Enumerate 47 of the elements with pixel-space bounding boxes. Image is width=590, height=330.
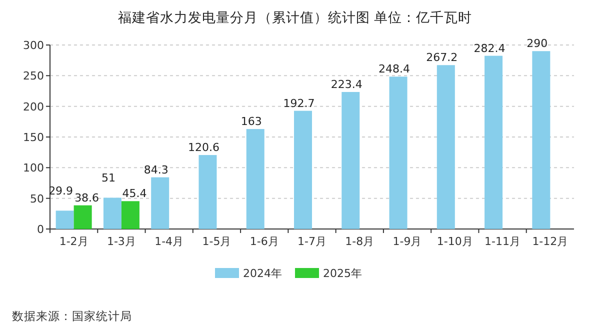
bar [294,110,312,229]
data-label: 290 [526,37,548,50]
y-tick-label: 300 [23,39,44,52]
chart-title: 福建省水力发电量分月（累计值）统计图 单位：亿千瓦时 [118,10,472,26]
x-tick-label: 1-3月 [106,235,136,248]
data-label: 51 [101,172,116,185]
data-label: 267.2 [426,51,458,64]
bar [436,65,455,229]
bar [342,92,360,229]
bar [246,129,264,229]
x-tick-label: 1-12月 [532,235,568,248]
x-tick-label: 1-4月 [154,235,184,248]
data-label: 223.4 [330,78,362,91]
x-tick-label: 1-5月 [202,235,232,248]
bar [121,201,140,229]
data-label: 45.4 [122,187,147,200]
y-tick-label: 250 [23,70,44,83]
bar [389,76,408,229]
x-tick-label: 1-11月 [484,235,521,248]
bar [151,177,170,229]
bar [56,210,74,229]
x-tick-label: 1-2月 [59,235,88,248]
bar [198,155,217,229]
y-tick-label: 50 [30,192,44,206]
data-label: 84.3 [144,163,168,176]
data-label: 248.4 [378,62,410,76]
data-label: 282.4 [474,42,506,55]
legend-label: 2024年 [243,267,282,280]
x-tick-label: 1-6月 [250,235,279,248]
x-tick-label: 1-9月 [392,235,422,248]
y-tick-label: 100 [23,162,44,175]
data-label: 192.7 [283,96,315,110]
source-note: 数据来源：国家统计局 [12,309,132,323]
x-tick-label: 1-10月 [436,235,473,248]
data-label: 120.6 [188,141,220,154]
bar [103,198,122,229]
y-tick-label: 200 [23,100,44,114]
x-tick-label: 1-7月 [298,235,326,248]
bar [532,51,550,229]
y-tick-label: 150 [23,131,44,144]
bar [484,56,503,229]
y-tick-label: 0 [37,223,44,236]
x-tick-label: 1-8月 [345,235,374,248]
legend-label: 2025年 [323,267,362,280]
bar [74,205,92,229]
data-label: 38.6 [74,191,100,204]
data-label: 163 [240,115,262,128]
